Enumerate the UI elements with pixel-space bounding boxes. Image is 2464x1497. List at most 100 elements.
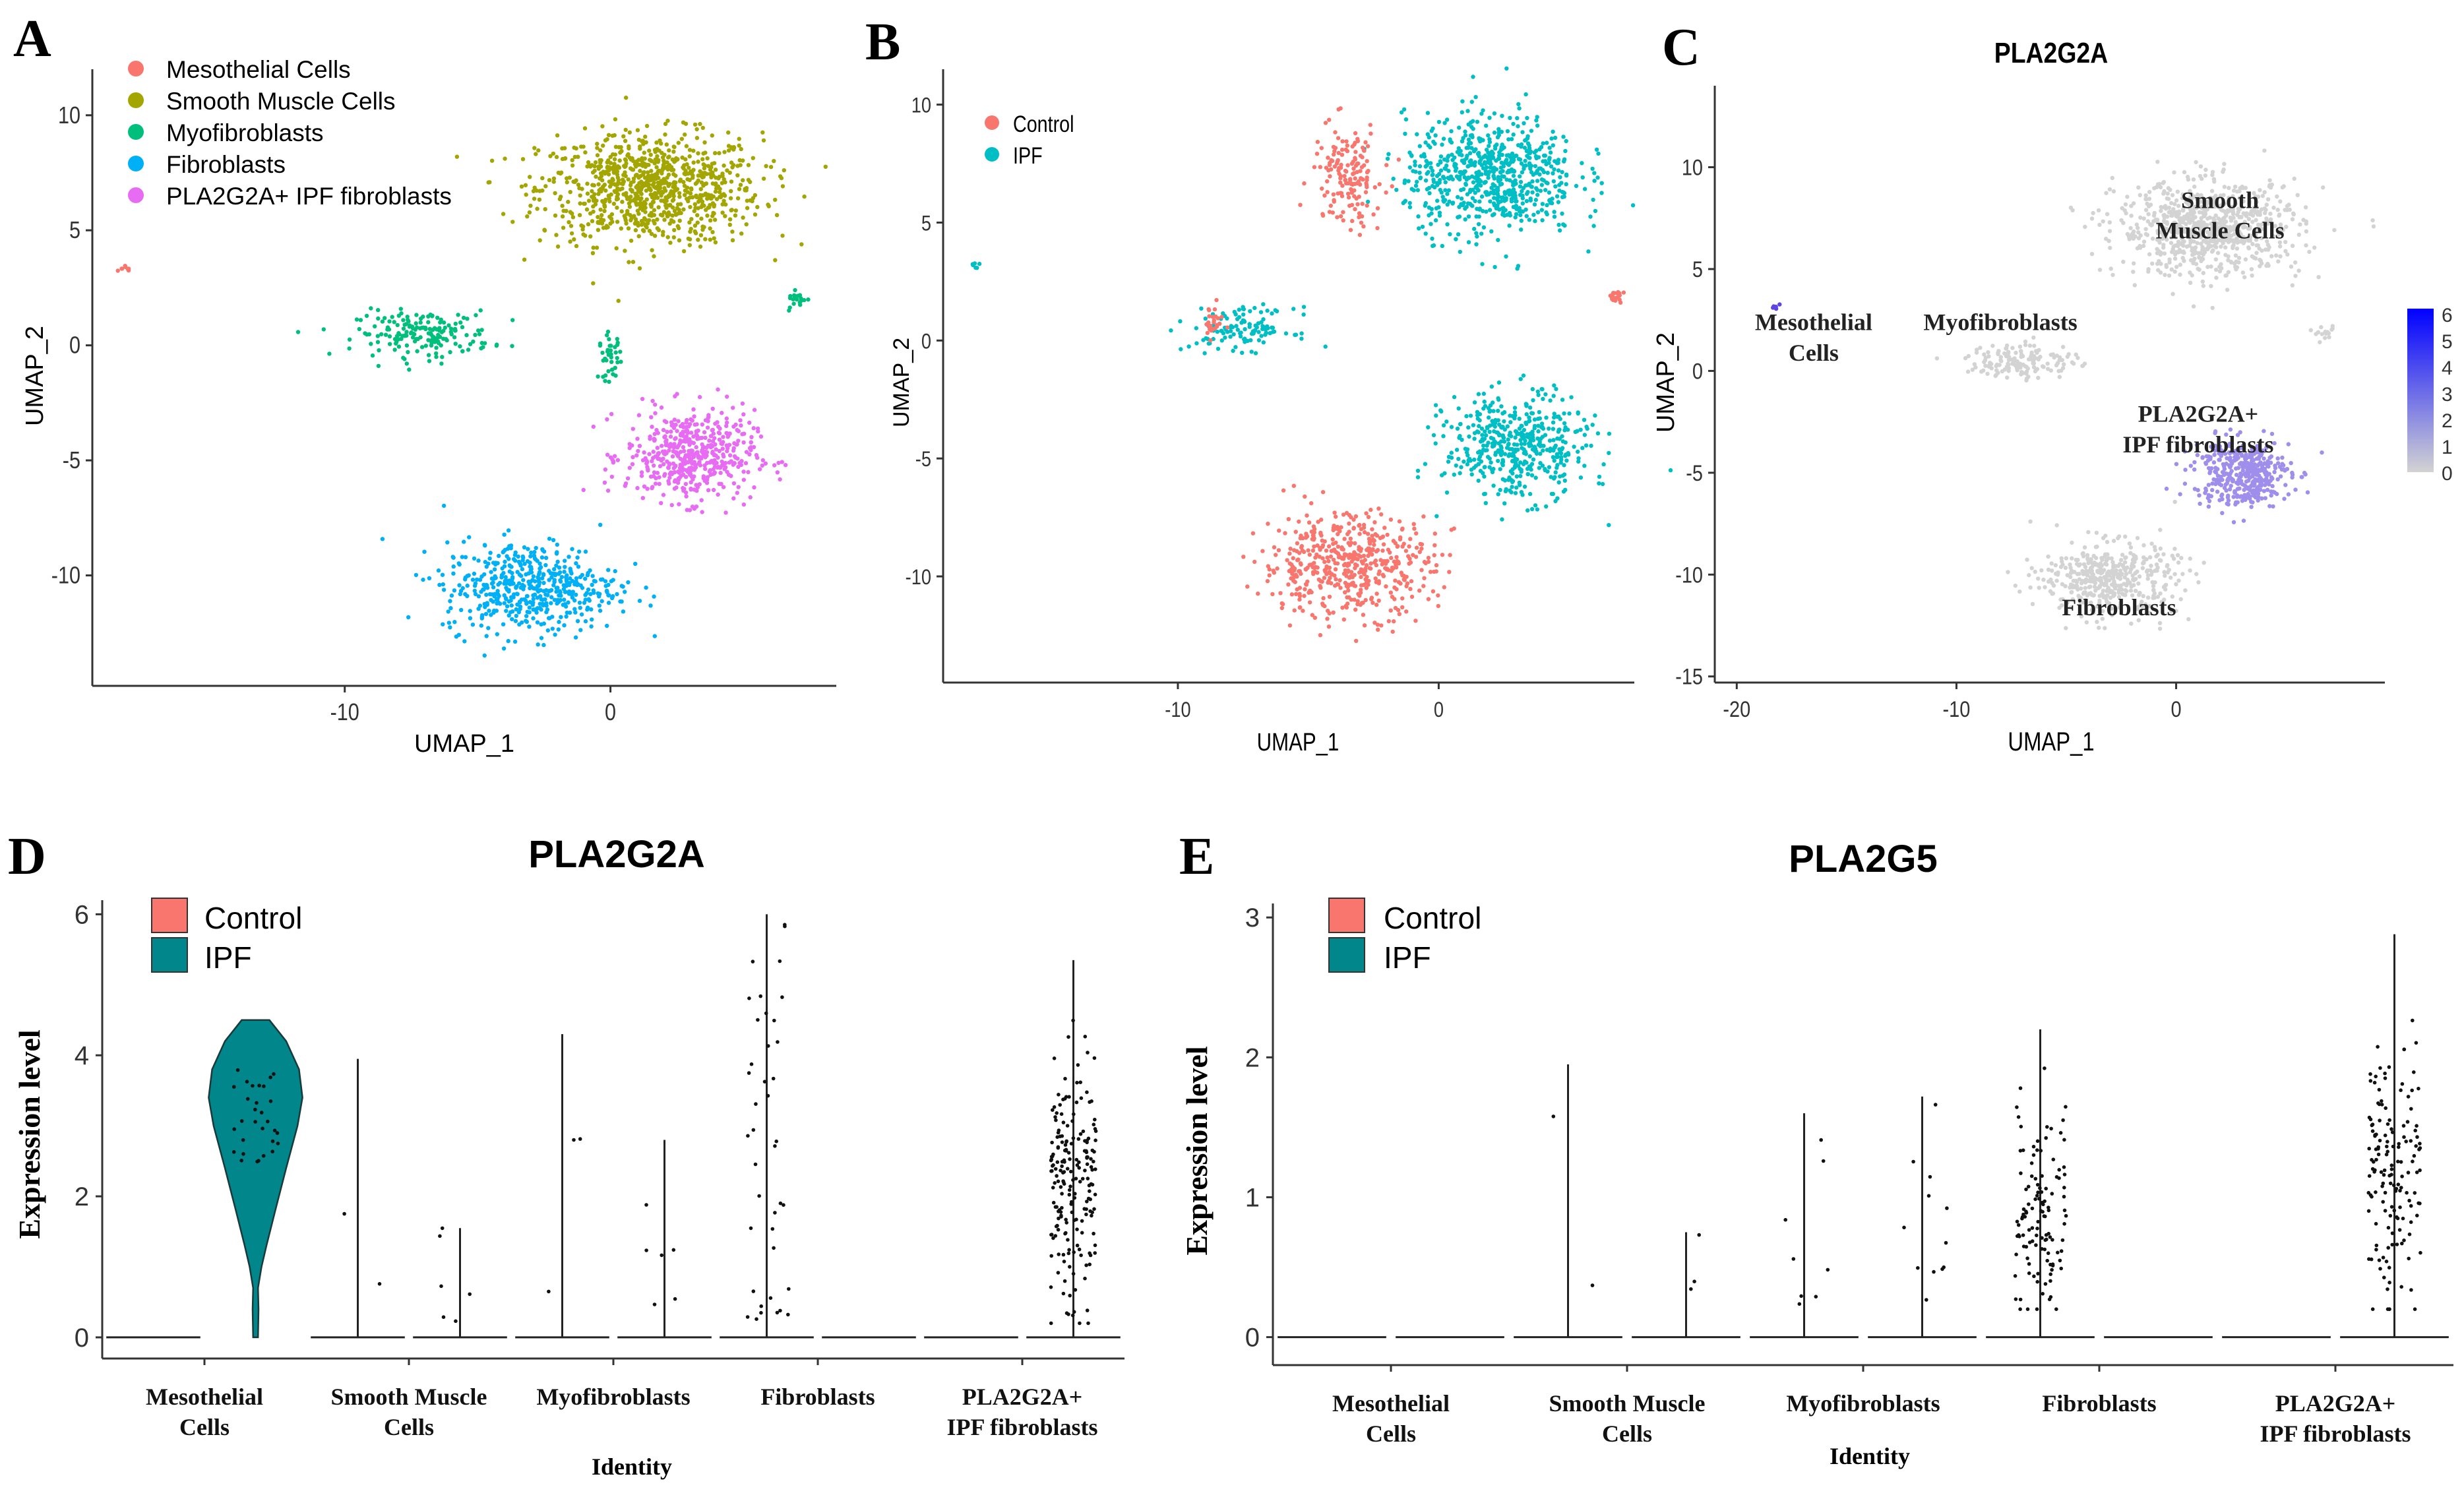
umap-point bbox=[1384, 561, 1388, 566]
umap-point bbox=[626, 196, 631, 200]
umap-point bbox=[598, 577, 603, 582]
umap-point bbox=[654, 427, 659, 433]
umap-point bbox=[704, 445, 709, 450]
umap-point bbox=[677, 502, 681, 506]
umap-point bbox=[652, 431, 657, 437]
umap-point bbox=[1345, 143, 1350, 148]
umap-point bbox=[1552, 167, 1556, 171]
umap-point bbox=[2222, 162, 2227, 166]
umap-point bbox=[603, 138, 608, 142]
umap-point bbox=[418, 320, 423, 325]
umap-point bbox=[1496, 458, 1500, 464]
umap-point bbox=[1390, 629, 1395, 634]
umap-point bbox=[1402, 181, 1407, 185]
umap-point bbox=[692, 208, 697, 214]
umap-point bbox=[760, 458, 766, 463]
umap-point bbox=[667, 475, 672, 480]
umap-point bbox=[1491, 191, 1496, 196]
umap-point bbox=[975, 266, 979, 270]
umap-point bbox=[1427, 205, 1431, 210]
umap-point bbox=[1402, 578, 1407, 582]
umap-point bbox=[1484, 123, 1489, 128]
umap-point bbox=[553, 191, 557, 196]
umap-point bbox=[1528, 438, 1533, 443]
umap-point bbox=[399, 336, 404, 341]
umap-point bbox=[1564, 182, 1568, 187]
umap-point bbox=[682, 448, 687, 454]
umap-point bbox=[452, 620, 457, 625]
umap-point bbox=[1237, 307, 1242, 312]
umap-point bbox=[1328, 203, 1334, 208]
umap-point bbox=[678, 177, 683, 182]
umap-point bbox=[610, 367, 615, 372]
umap-point bbox=[1522, 484, 1527, 489]
umap-point bbox=[2145, 219, 2150, 224]
umap-point bbox=[493, 562, 498, 567]
umap-point bbox=[557, 619, 561, 625]
umap-point bbox=[623, 127, 628, 133]
umap-point bbox=[645, 464, 650, 470]
umap-point bbox=[486, 180, 491, 185]
umap-point bbox=[538, 580, 542, 585]
umap-point bbox=[1527, 491, 1533, 497]
umap-point bbox=[2166, 186, 2171, 191]
umap-point bbox=[464, 333, 469, 338]
umap-point bbox=[2235, 212, 2240, 217]
umap-point bbox=[1356, 592, 1361, 596]
umap-point bbox=[1286, 517, 1291, 522]
umap-point bbox=[1447, 570, 1452, 574]
umap-point bbox=[532, 553, 537, 558]
umap-point bbox=[673, 188, 679, 193]
umap-point bbox=[465, 317, 470, 321]
umap-point bbox=[675, 157, 680, 162]
umap-point bbox=[1511, 173, 1516, 178]
umap-point bbox=[560, 214, 565, 219]
umap-point bbox=[392, 320, 396, 324]
umap-point bbox=[1270, 325, 1276, 330]
umap-point bbox=[1522, 166, 1526, 171]
umap-point bbox=[634, 173, 638, 177]
umap-point bbox=[383, 332, 388, 337]
umap-point bbox=[588, 568, 592, 573]
umap-point bbox=[1333, 130, 1338, 135]
umap-point bbox=[666, 210, 671, 215]
umap-point bbox=[601, 226, 606, 230]
umap-point bbox=[1466, 214, 1471, 219]
umap-point bbox=[563, 602, 567, 607]
umap-point bbox=[704, 171, 709, 176]
umap-point bbox=[662, 474, 667, 478]
umap-point bbox=[508, 546, 513, 551]
umap-point bbox=[1303, 587, 1307, 592]
umap-point bbox=[396, 344, 402, 349]
umap-point bbox=[590, 582, 594, 587]
umap-point bbox=[716, 455, 720, 460]
umap-point bbox=[1422, 559, 1427, 565]
umap-point bbox=[1415, 132, 1419, 137]
umap-point bbox=[671, 235, 676, 240]
umap-point bbox=[503, 596, 508, 601]
umap-point bbox=[675, 429, 679, 433]
umap-point bbox=[2150, 236, 2155, 241]
umap-point bbox=[718, 470, 723, 475]
umap-point bbox=[327, 351, 332, 356]
umap-point bbox=[1411, 522, 1416, 526]
umap-point bbox=[439, 361, 444, 366]
umap-point bbox=[536, 589, 541, 594]
umap-point bbox=[736, 439, 741, 443]
umap-point bbox=[1555, 194, 1560, 199]
umap-point bbox=[1533, 475, 1538, 480]
x-tick-label: 0 bbox=[605, 700, 616, 726]
umap-point bbox=[624, 191, 629, 196]
umap-point bbox=[524, 614, 529, 619]
umap-point bbox=[1228, 328, 1233, 334]
umap-point bbox=[1376, 506, 1381, 511]
umap-point bbox=[1331, 144, 1336, 149]
umap-point bbox=[1265, 324, 1270, 329]
umap-point bbox=[1465, 201, 1471, 206]
umap-point bbox=[1478, 183, 1483, 188]
umap-point bbox=[2242, 275, 2247, 280]
umap-point bbox=[601, 143, 605, 148]
umap-point bbox=[1359, 220, 1364, 225]
umap-point bbox=[1346, 195, 1351, 200]
umap-point bbox=[613, 117, 618, 122]
